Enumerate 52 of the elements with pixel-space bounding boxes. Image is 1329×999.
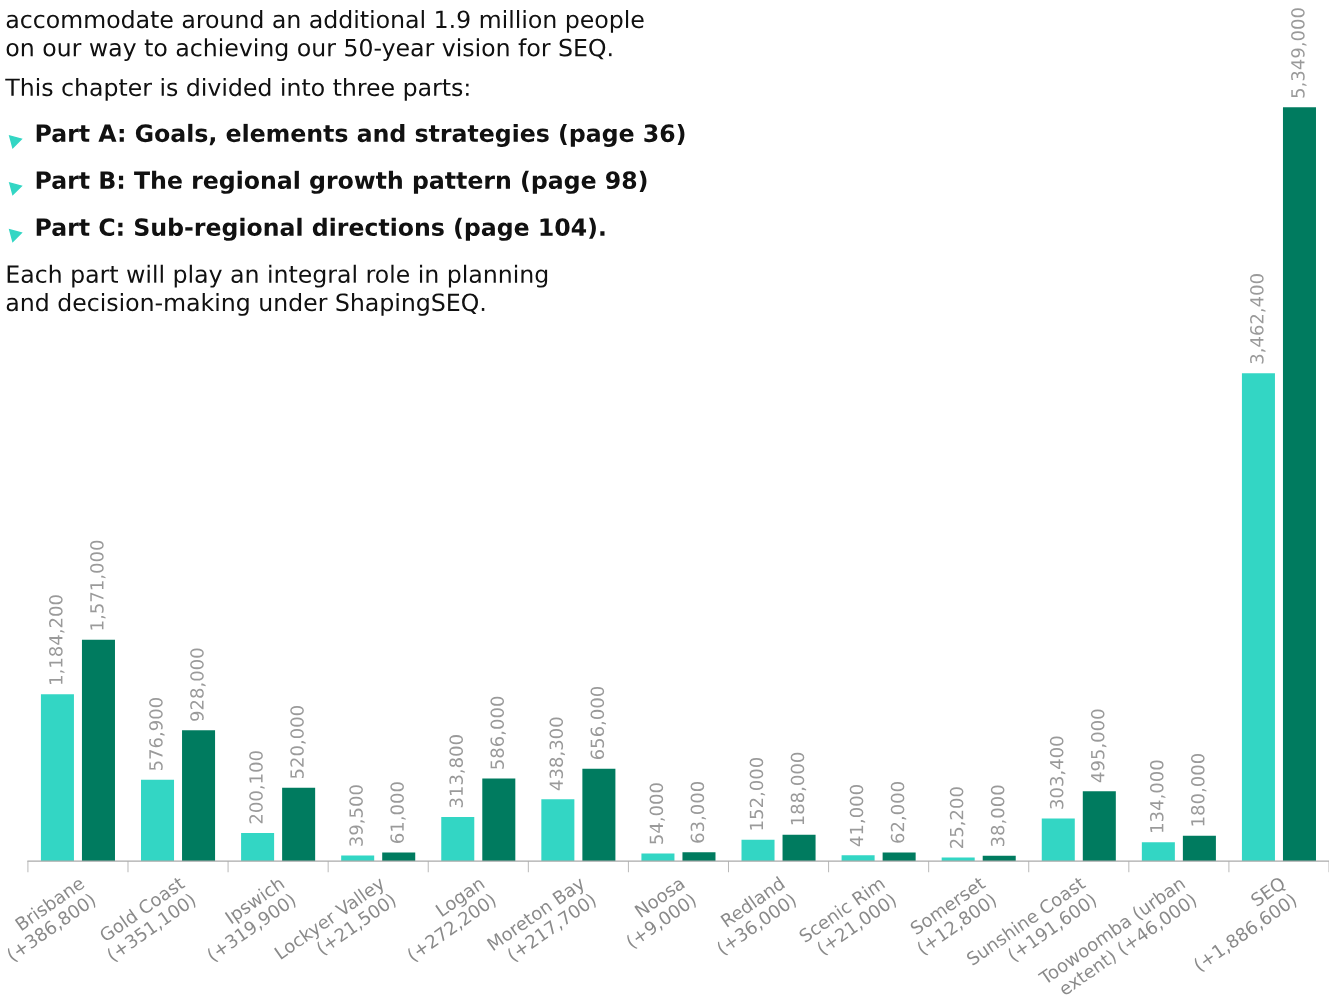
bar <box>182 730 216 862</box>
bar <box>1182 835 1216 862</box>
data-label: 25,200 <box>949 787 966 848</box>
data-label: 54,000 <box>649 783 666 844</box>
data-label: 313,800 <box>449 735 465 808</box>
data-label: 303,400 <box>1049 736 1066 809</box>
data-label: 62,000 <box>890 782 907 843</box>
annotation: Part A: Goals, elements and strategies (page 36) <box>36 123 685 147</box>
data-label: 63,000 <box>690 781 707 843</box>
bar <box>282 787 316 862</box>
bar <box>582 768 616 862</box>
annotation: Part C: Sub-regional directions (page 104). <box>36 217 605 241</box>
data-label: 61,000 <box>390 782 406 843</box>
bar <box>241 832 275 862</box>
data-label: 656,000 <box>590 686 606 760</box>
annotation: Part B: The regional growth pattern (page 98) <box>36 170 647 194</box>
bar <box>40 694 74 862</box>
data-label: 495,000 <box>1090 709 1107 783</box>
data-label: 520,000 <box>290 706 306 779</box>
bar <box>141 779 175 862</box>
data-label: 576,900 <box>149 698 165 771</box>
data-label: 438,300 <box>549 717 565 791</box>
data-label: 41,000 <box>849 785 866 847</box>
data-label: 180,000 <box>1190 753 1207 826</box>
data-label: 152,000 <box>749 757 766 830</box>
data-label: 200,100 <box>249 751 265 824</box>
bar <box>741 839 775 862</box>
bar <box>1282 107 1316 862</box>
data-label: 1,184,200 <box>49 595 65 684</box>
data-label: 134,000 <box>1149 760 1166 832</box>
bar <box>81 639 115 862</box>
data-label: 188,000 <box>790 752 807 825</box>
text: accommodate around an additional 1.9 million people on our way to achieving our 50-year vision for SEQ. <box>6 9 644 62</box>
text: This chapter is divided into three parts: <box>5 77 469 101</box>
annotation: Each part will play an integral role in planning and decision-making under ShapingSEQ. <box>6 264 548 316</box>
bar <box>882 852 916 862</box>
data-label: 39,500 <box>349 785 365 846</box>
bar <box>1141 842 1175 862</box>
bar <box>541 799 575 862</box>
data-label: 1,571,000 <box>90 540 106 630</box>
bar <box>782 834 816 862</box>
data-label: 3,462,400 <box>1250 274 1266 364</box>
bar <box>1082 791 1116 862</box>
data-label: 5,349,000 <box>1291 8 1307 98</box>
bar <box>441 816 475 862</box>
bar <box>482 778 516 862</box>
data-label: 38,000 <box>990 785 1007 847</box>
bar <box>1241 373 1275 862</box>
bar <box>682 852 716 862</box>
data-label: 928,000 <box>190 648 206 721</box>
data-label: 586,000 <box>490 696 506 769</box>
bar <box>1041 818 1075 862</box>
